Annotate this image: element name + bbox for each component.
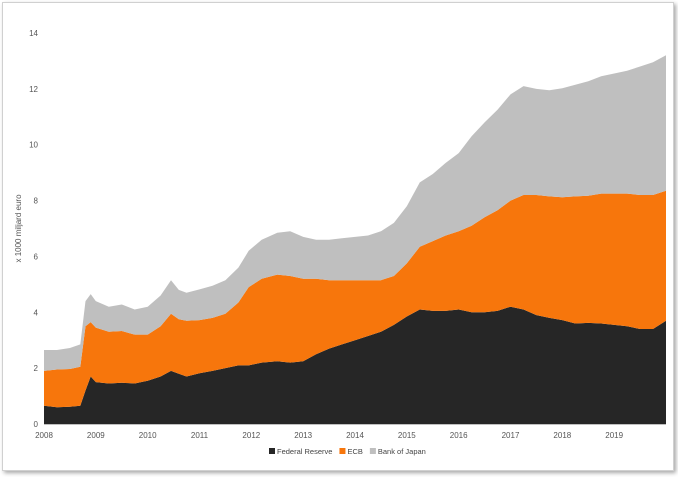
x-tick-label: 2014: [346, 431, 364, 440]
legend-label-boj: Bank of Japan: [378, 447, 426, 456]
y-tick-label: 12: [29, 85, 38, 94]
y-tick-label: 14: [29, 29, 38, 38]
x-tick-label: 2010: [139, 431, 157, 440]
area-layers: [44, 55, 666, 424]
x-axis-ticks: 2008 2009 2010 2011 2012 2013 2014 2015 2016 2017…: [35, 431, 624, 440]
legend-swatch-boj: [369, 448, 376, 454]
x-tick-label: 2009: [87, 431, 105, 440]
y-tick-label: 8: [34, 197, 39, 206]
area-ecb: [44, 190, 666, 408]
legend-label-fed: Federal Reserve: [277, 447, 332, 456]
x-tick-label: 2019: [605, 431, 623, 440]
y-tick-label: 10: [29, 141, 38, 150]
legend-swatch-ecb: [339, 448, 346, 454]
x-tick-label: 2016: [450, 431, 468, 440]
y-tick-label: 2: [34, 364, 39, 373]
x-tick-label: 2008: [35, 431, 53, 440]
y-tick-label: 0: [34, 420, 39, 429]
area-bank-of-japan: [44, 55, 666, 371]
x-tick-label: 2012: [242, 431, 260, 440]
y-tick-label: 4: [34, 308, 39, 317]
y-axis-ticks: 0 2 4 6 8 10 12 14: [29, 29, 38, 429]
area-federal-reserve: [44, 306, 666, 424]
chart-frame: 0 2 4 6 8 10 12 14 2008 2009 2010 2011 2012 2013 2014…: [2, 2, 674, 471]
y-tick-label: 6: [34, 252, 39, 261]
stacked-area-chart: 0 2 4 6 8 10 12 14 2008 2009 2010 2011 2012 2013 2014…: [14, 29, 666, 456]
y-axis-label: x 1000 miljard euro: [14, 194, 23, 263]
x-tick-label: 2013: [294, 431, 312, 440]
x-tick-label: 2017: [502, 431, 520, 440]
x-tick-label: 2018: [553, 431, 571, 440]
x-tick-label: 2015: [398, 431, 416, 440]
legend: Federal Reserve ECB Bank of Japan: [269, 447, 426, 456]
x-tick-label: 2011: [191, 431, 209, 440]
legend-swatch-fed: [269, 448, 275, 454]
legend-label-ecb: ECB: [347, 447, 362, 456]
